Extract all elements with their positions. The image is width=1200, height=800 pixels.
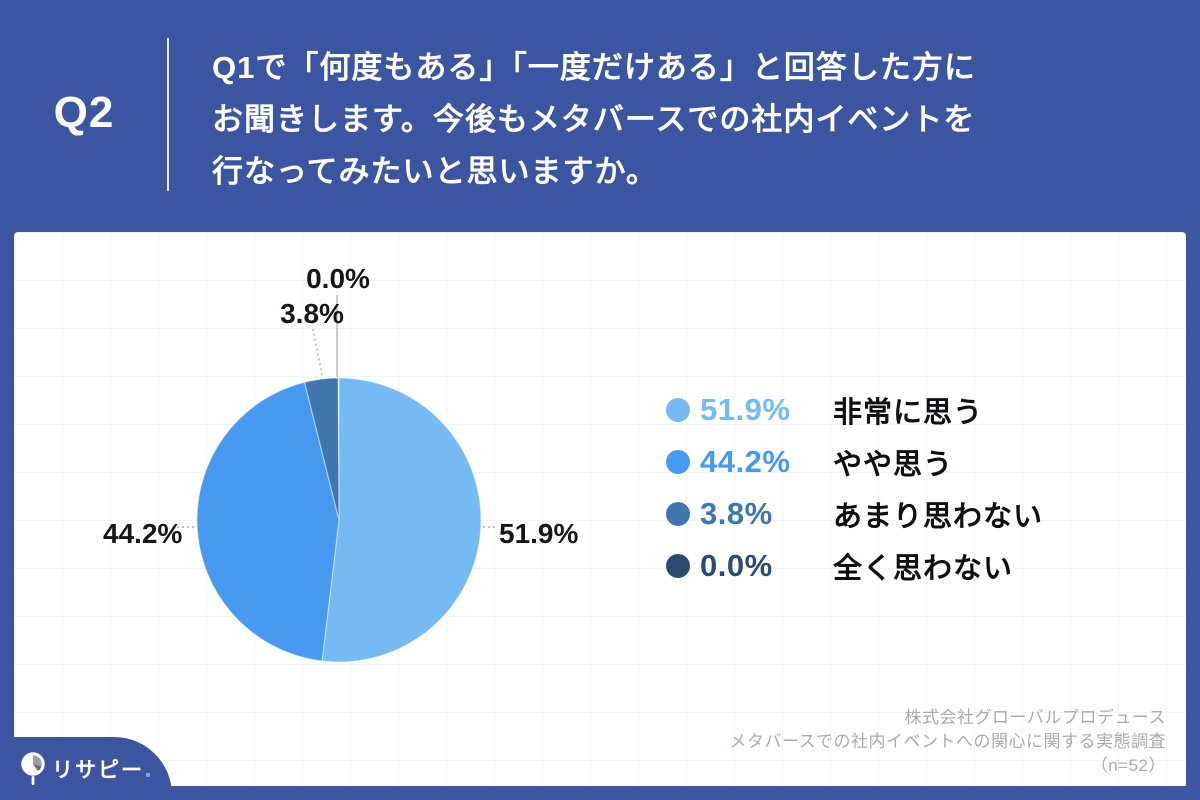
credit-sample-size: （n=52）: [1090, 756, 1166, 775]
legend-row: 0.0% 全く思わない: [666, 548, 1043, 585]
callout-label-0-percent: 0.0%: [306, 263, 370, 294]
survey-credit: 株式会社グローバルプロデュース メタバースでの社内イベントへの関心に関する実態調…: [729, 706, 1166, 778]
logo-period-dot: [146, 773, 150, 777]
pie-magnifier-icon: [21, 752, 45, 785]
credit-survey-title: メタバースでの社内イベントへの関心に関する実態調査: [729, 732, 1166, 751]
legend-percent: 3.8%: [700, 496, 773, 531]
leader-line-small: [312, 328, 323, 376]
legend-row: 44.2% やや思う: [666, 444, 1043, 481]
callout-label-51-9-percent: 51.9%: [499, 518, 579, 549]
brand-logo: リサピー: [0, 737, 172, 800]
bottom-bar: [0, 786, 1200, 800]
callout-label-44-2-percent: 44.2%: [103, 518, 183, 549]
question-number: Q2: [53, 88, 115, 137]
legend-label: あまり思わない: [833, 501, 1044, 533]
pie-slice: [303, 377, 340, 521]
legend-label: やや思う: [833, 449, 954, 481]
legend-label: 非常に思う: [833, 397, 984, 429]
legend-row: 51.9% 非常に思う: [666, 392, 1043, 429]
legend-dot-icon: [666, 398, 690, 422]
logo-text: リサピー: [52, 754, 150, 784]
legend-percent: 51.9%: [700, 392, 791, 427]
pie-slice: [196, 381, 340, 662]
legend-row: 3.8% あまり思わない: [666, 496, 1043, 533]
pie-slices: [196, 377, 482, 663]
header: Q2 Q1で「何度もある」「一度だけある」と回答した方に お聞きします。今後もメ…: [0, 0, 1200, 232]
legend-percent: 0.0%: [700, 548, 773, 583]
legend-percent: 44.2%: [700, 444, 791, 479]
legend-dot-icon: [666, 502, 690, 526]
credit-company: 株式会社グローバルプロデュース: [904, 708, 1166, 727]
callout-label-3-8-percent: 3.8%: [280, 298, 344, 329]
chart-card: 0.0% 3.8% 51.9% 44.2% 51.9% 非常に思う 44.2% …: [14, 232, 1186, 788]
legend-dot-icon: [666, 554, 690, 578]
legend: 51.9% 非常に思う 44.2% やや思う 3.8% あまり思わない 0.0%…: [666, 392, 1043, 601]
pie-slice: [321, 377, 482, 663]
logo-wordmark: リサピー: [52, 759, 144, 782]
question-text: Q1で「何度もある」「一度だけある」と回答した方に お聞きします。今後もメタバー…: [212, 50, 976, 189]
legend-dot-icon: [666, 450, 690, 474]
header-divider: [167, 38, 169, 191]
legend-label: 全く思わない: [833, 553, 1014, 585]
